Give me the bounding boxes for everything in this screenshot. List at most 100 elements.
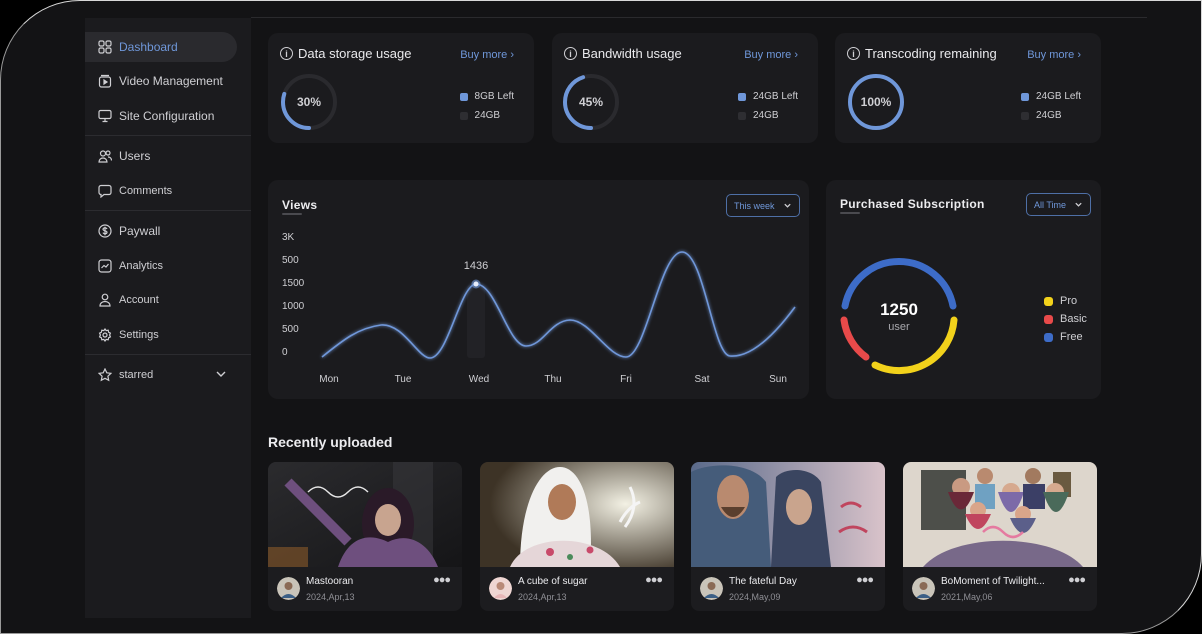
video-card[interactable]: The fateful Day 2024,May,09 ●●● — [691, 462, 885, 611]
info-icon[interactable]: i — [847, 47, 860, 60]
sidebar-item-site-configuration[interactable]: Site Configuration — [85, 101, 237, 131]
subscription-range-dropdown[interactable]: All Time — [1026, 193, 1092, 216]
sidebar-item-label: Users — [119, 149, 151, 163]
sidebar-divider — [85, 210, 251, 211]
chevron-down-icon[interactable] — [215, 368, 227, 380]
header-divider — [251, 17, 1147, 18]
sidebar-item-settings[interactable]: Settings — [85, 320, 237, 350]
stat-title: i Transcoding remaining — [847, 46, 997, 61]
y-tick: 500 — [282, 255, 299, 266]
legend-dot — [459, 92, 468, 101]
video-date: 2021,May,06 — [941, 592, 993, 602]
title-underline — [282, 213, 302, 215]
x-tick: Mon — [319, 374, 339, 385]
dropdown-value: This week — [734, 200, 775, 211]
grid-icon — [98, 40, 112, 54]
x-tick: Sun — [769, 374, 787, 385]
sidebar-item-analytics[interactable]: Analytics — [85, 251, 237, 281]
avatar — [700, 577, 723, 600]
donut-total: 1250 — [880, 300, 918, 319]
buy-more-text: Buy more — [744, 49, 792, 61]
x-tick: Tue — [394, 374, 412, 385]
views-line-chart — [321, 251, 796, 359]
avatar — [489, 577, 512, 600]
star-icon — [98, 368, 112, 382]
video-card[interactable]: BoMoment of Twilight... 2021,May,06 ●●● — [903, 462, 1097, 611]
stat-title: i Data storage usage — [280, 46, 411, 61]
buy-more-link[interactable]: Buy more › — [460, 49, 514, 61]
legend-label: 24GB Left — [1035, 91, 1081, 102]
comment-icon — [98, 184, 112, 198]
info-icon[interactable]: i — [280, 47, 293, 60]
legend-label: 8GB Left — [474, 91, 514, 102]
highlight-value: 1436 — [463, 260, 489, 272]
video-thumbnail[interactable] — [691, 462, 885, 567]
buy-more-text: Buy more — [1027, 49, 1075, 61]
sidebar-item-starred[interactable]: starred — [85, 360, 251, 390]
sidebar-item-paywall[interactable]: Paywall — [85, 216, 237, 246]
video-card[interactable]: Mastooran 2024,Apr,13 ●●● — [268, 462, 462, 611]
progress-ring: 45% — [562, 73, 620, 131]
video-thumbnail[interactable] — [903, 462, 1097, 567]
video-title[interactable]: BoMoment of Twilight... — [941, 576, 1045, 587]
dropdown-value: All Time — [1034, 199, 1067, 210]
progress-percent: 45% — [578, 95, 604, 109]
avatar — [912, 577, 935, 600]
sidebar-item-dashboard[interactable]: Dashboard — [85, 32, 237, 62]
video-title[interactable]: The fateful Day — [729, 576, 797, 587]
legend-label: 24GB — [1035, 110, 1062, 121]
sidebar-item-video-management[interactable]: Video Management — [85, 66, 237, 96]
sidebar-item-label: Dashboard — [119, 40, 178, 54]
legend-label: 24GB — [752, 110, 779, 121]
info-icon[interactable]: i — [564, 47, 577, 60]
legend-label: 24GB Left — [752, 91, 798, 102]
subscription-legend: Pro Basic Free — [1044, 292, 1087, 346]
views-title: Views — [282, 198, 318, 212]
sidebar-divider — [85, 135, 251, 136]
chevron-right-icon: › — [794, 49, 798, 61]
buy-more-link[interactable]: Buy more › — [744, 49, 798, 61]
more-options-icon[interactable]: ●●● — [645, 574, 663, 586]
subscription-donut-chart — [840, 258, 958, 375]
legend-dot — [1044, 314, 1053, 324]
video-card[interactable]: A cube of sugar 2024,Apr,13 ●●● — [480, 462, 674, 611]
y-tick: 500 — [282, 324, 299, 335]
stat-card-bandwidth: i Bandwidth usage Buy more › 45% 24GB Le… — [552, 33, 818, 143]
progress-percent: 30% — [296, 95, 322, 109]
more-options-icon[interactable]: ●●● — [433, 574, 451, 586]
stat-title-text: Transcoding remaining — [865, 46, 997, 61]
highlight-bar — [467, 285, 485, 358]
sidebar-item-account[interactable]: Account — [85, 285, 237, 315]
x-tick: Sat — [694, 374, 710, 385]
stat-legend: 24GB Left 24GB — [737, 87, 798, 125]
sidebar-item-label: starred — [119, 369, 154, 381]
x-tick: Fri — [620, 374, 632, 385]
chart-icon — [98, 259, 112, 273]
title-underline — [840, 212, 860, 214]
video-title[interactable]: Mastooran — [306, 576, 354, 587]
sidebar-item-comments[interactable]: Comments — [85, 176, 237, 206]
video-thumbnail[interactable] — [480, 462, 674, 567]
buy-more-text: Buy more — [460, 49, 508, 61]
sidebar-item-label: Comments — [119, 185, 173, 197]
more-options-icon[interactable]: ●●● — [856, 574, 874, 586]
sidebar-item-users[interactable]: Users — [85, 141, 237, 171]
avatar — [277, 577, 300, 600]
sidebar-item-label: Settings — [119, 329, 159, 341]
legend-label: Basic — [1060, 313, 1087, 325]
monitor-icon — [98, 109, 112, 123]
progress-ring: 100% — [847, 73, 905, 131]
sidebar-item-label: Account — [119, 294, 159, 306]
stat-title: i Bandwidth usage — [564, 46, 682, 61]
legend-dot — [1044, 296, 1053, 306]
views-range-dropdown[interactable]: This week — [726, 194, 800, 217]
legend-dot — [1020, 92, 1029, 101]
video-title[interactable]: A cube of sugar — [518, 576, 588, 587]
recently-uploaded-heading: Recently uploaded — [268, 434, 393, 450]
dollar-icon — [98, 224, 112, 238]
video-thumbnail[interactable] — [268, 462, 462, 567]
more-options-icon[interactable]: ●●● — [1068, 574, 1086, 586]
buy-more-link[interactable]: Buy more › — [1027, 49, 1081, 61]
users-icon — [98, 149, 112, 163]
